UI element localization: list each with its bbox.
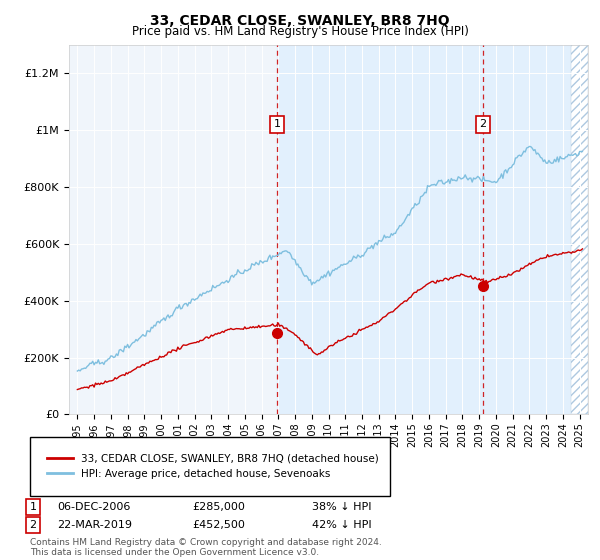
Text: Price paid vs. HM Land Registry's House Price Index (HPI): Price paid vs. HM Land Registry's House … [131, 25, 469, 38]
Text: 06-DEC-2006: 06-DEC-2006 [57, 502, 130, 512]
Text: 42% ↓ HPI: 42% ↓ HPI [312, 520, 371, 530]
Text: Contains HM Land Registry data © Crown copyright and database right 2024.
This d: Contains HM Land Registry data © Crown c… [30, 538, 382, 557]
Legend: 33, CEDAR CLOSE, SWANLEY, BR8 7HQ (detached house), HPI: Average price, detached: 33, CEDAR CLOSE, SWANLEY, BR8 7HQ (detac… [43, 450, 383, 483]
Text: 38% ↓ HPI: 38% ↓ HPI [312, 502, 371, 512]
Text: 22-MAR-2019: 22-MAR-2019 [57, 520, 132, 530]
Text: £285,000: £285,000 [192, 502, 245, 512]
Text: 2: 2 [479, 119, 487, 129]
Text: 1: 1 [29, 502, 37, 512]
Text: £452,500: £452,500 [192, 520, 245, 530]
Bar [571, 45, 588, 414]
Text: 33, CEDAR CLOSE, SWANLEY, BR8 7HQ: 33, CEDAR CLOSE, SWANLEY, BR8 7HQ [150, 14, 450, 28]
Text: 1: 1 [274, 119, 280, 129]
Bar [571, 45, 588, 414]
FancyBboxPatch shape [30, 437, 390, 496]
Bar [277, 45, 571, 414]
Text: 2: 2 [29, 520, 37, 530]
